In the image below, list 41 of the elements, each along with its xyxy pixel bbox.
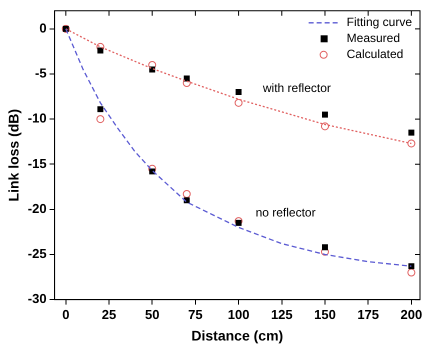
point	[322, 112, 328, 118]
point	[236, 89, 242, 95]
x-axis-title: Distance (cm)	[191, 327, 284, 344]
point	[322, 244, 328, 250]
point	[407, 139, 416, 148]
x-tick-label: 175	[357, 306, 380, 322]
x-tick-label: 200	[400, 306, 422, 322]
point	[320, 122, 329, 130]
y-axis-title: Link loss (dB)	[5, 108, 22, 202]
point	[97, 48, 104, 54]
annotation: no reflector	[256, 205, 316, 220]
y-tick-label: -5	[35, 66, 47, 81]
legend-label: Calculated	[346, 47, 404, 62]
point	[408, 263, 414, 270]
y-tick-label: -10	[28, 110, 47, 126]
x-tick-label: 100	[228, 306, 250, 322]
point	[236, 220, 242, 226]
legend-label: Measured	[346, 31, 400, 46]
point	[96, 115, 104, 124]
point	[148, 60, 156, 69]
y-tick-label: -15	[28, 156, 47, 171]
x-tick-label: 75	[188, 306, 203, 322]
point	[96, 42, 104, 51]
point	[234, 98, 243, 107]
y-tick-label: -25	[28, 246, 47, 262]
point	[408, 130, 414, 136]
point	[148, 164, 156, 173]
x-tick-label: 150	[314, 306, 336, 322]
y-tick-label: -30	[28, 291, 47, 306]
x-tick-label: 50	[144, 306, 160, 322]
point	[182, 79, 191, 87]
point	[97, 106, 104, 112]
y-tick-label: 0	[39, 20, 47, 36]
y-tick-label: -20	[28, 200, 47, 216]
point	[182, 190, 191, 198]
legend-label: Fitting curve	[346, 15, 412, 30]
x-tick-label: 125	[270, 306, 293, 322]
x-tick-label: 25	[102, 306, 116, 322]
x-tick-label: 0	[62, 306, 70, 322]
annotation: with reflector	[262, 81, 331, 96]
point	[407, 268, 416, 277]
